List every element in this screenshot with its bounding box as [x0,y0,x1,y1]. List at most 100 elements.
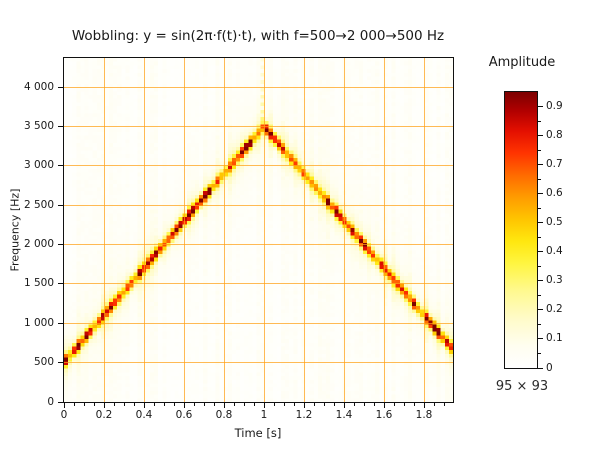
colorbar-tick-label: 0.9 [546,100,563,113]
x-minor-tick [243,403,245,406]
x-minor-tick [293,403,295,406]
colorbar-tick-label: 0.8 [546,129,563,142]
x-tick-label: 0.6 [175,409,193,421]
x-tick [223,403,225,408]
x-minor-tick [213,403,215,406]
colorbar-minor-tick [538,323,541,325]
x-minor-tick [313,403,315,406]
colorbar-tick [538,164,543,166]
colorbar-tick [538,251,543,253]
y-tick-label: 1 000 [23,316,54,329]
x-minor-tick [403,403,405,406]
x-minor-tick [283,403,285,406]
x-tick [103,403,105,408]
x-minor-tick [363,403,365,406]
x-tick [303,403,305,408]
x-minor-tick [173,403,175,406]
y-tick-label: 500 [33,356,54,369]
colorbar-tick-label: 0.2 [546,303,563,316]
colorbar-tick [538,106,543,108]
x-minor-tick [123,403,125,406]
colorbar-title: Amplitude [488,55,556,70]
colorbar-tick-label: 0.1 [546,332,563,345]
x-minor-tick [93,403,95,406]
colorbar-tick [538,135,543,137]
colorbar-minor-tick [538,236,541,238]
colorbar-gradient [504,91,538,369]
y-tick [58,125,63,127]
x-minor-tick [193,403,195,406]
colorbar-minor-tick [538,265,541,267]
y-tick [58,362,63,364]
x-tick [383,403,385,408]
colorbar-tick [538,367,543,369]
x-tick-label: 0 [60,409,68,421]
x-minor-tick [433,403,435,406]
y-tick [58,322,63,324]
x-tick [143,403,145,408]
colorbar-minor-tick [538,352,541,354]
x-minor-tick [233,403,235,406]
x-tick-label: 1.6 [375,409,393,421]
y-tick [58,86,63,88]
x-minor-tick [83,403,85,406]
colorbar-tick [538,338,543,340]
colorbar-minor-tick [538,120,541,122]
colorbar-tick-label: 0.4 [546,245,563,258]
y-tick [58,165,63,167]
colorbar-tick-label: 0.3 [546,274,563,287]
x-minor-tick [323,403,325,406]
y-tick-label: 0 [47,395,54,408]
x-tick [183,403,185,408]
y-tick-label: 1 500 [23,277,54,290]
x-tick-label: 1 [260,409,268,421]
y-tick-label: 4 000 [23,80,54,93]
x-tick-label: 0.4 [135,409,153,421]
chart-title: Wobbling: y = sin(2π·f(t)·t), with f=500… [71,28,445,44]
x-tick-label: 1.4 [335,409,353,421]
x-tick-label: 1.2 [295,409,313,421]
y-tick [58,283,63,285]
spectrogram-heatmap [64,58,453,402]
x-minor-tick [153,403,155,406]
x-minor-tick [203,403,205,406]
colorbar-tick-label: 0.7 [546,158,563,171]
x-minor-tick [393,403,395,406]
x-minor-tick [163,403,165,406]
x-tick-label: 0.8 [215,409,233,421]
x-minor-tick [413,403,415,406]
colorbar-tick [538,193,543,195]
colorbar-tick [538,222,543,224]
x-minor-tick [273,403,275,406]
colorbar-tick [538,309,543,311]
x-minor-tick [253,403,255,406]
y-tick-label: 3 000 [23,159,54,172]
x-minor-tick [333,403,335,406]
colorbar-tick-label: 0 [546,361,553,374]
x-minor-tick [353,403,355,406]
x-tick [423,403,425,408]
plot-area [63,57,454,403]
x-minor-tick [73,403,75,406]
x-tick [63,403,65,408]
colorbar-tick-label: 0.6 [546,187,563,200]
colorbar-minor-tick [538,149,541,151]
x-minor-tick [133,403,135,406]
x-tick [343,403,345,408]
y-tick [58,401,63,403]
x-minor-tick [113,403,115,406]
x-minor-tick [443,403,445,406]
x-tick-label: 0.2 [95,409,113,421]
x-tick-label: 1.8 [415,409,433,421]
colorbar-tick [538,280,543,282]
y-tick [58,244,63,246]
x-axis-label: Time [s] [234,426,282,440]
y-tick [58,204,63,206]
x-tick [263,403,265,408]
colorbar-minor-tick [538,178,541,180]
y-tick-label: 2 000 [23,238,54,251]
colorbar-tick-label: 0.5 [546,216,563,229]
x-minor-tick [373,403,375,406]
y-tick-label: 3 500 [23,119,54,132]
